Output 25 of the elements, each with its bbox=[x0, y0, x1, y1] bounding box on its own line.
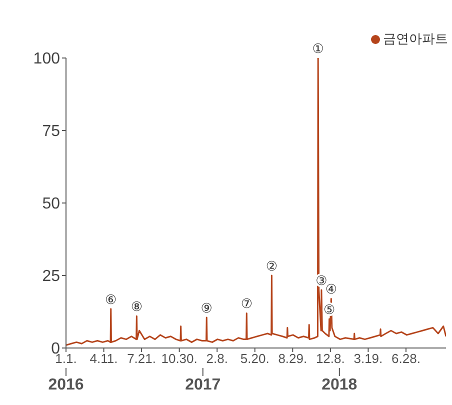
x-tick-label: 10.30. bbox=[161, 351, 198, 366]
annotation: ④ bbox=[325, 282, 338, 297]
x-tick-label: 5.20. bbox=[240, 351, 270, 366]
x-tick-label: 7.21. bbox=[127, 351, 156, 366]
annotation: ① bbox=[312, 41, 324, 56]
y-tick-label: 50 bbox=[42, 196, 60, 213]
x2-tick-label: 2018 bbox=[322, 376, 358, 394]
x2-tick-label: 2016 bbox=[48, 376, 84, 394]
x2-tick-label: 2017 bbox=[185, 376, 221, 394]
line-series bbox=[66, 58, 446, 346]
x-tick-label: 8.29. bbox=[278, 351, 308, 366]
x-tick-label: 12.8. bbox=[316, 351, 345, 366]
y-tick-label: 25 bbox=[42, 268, 60, 286]
annotation: ⑦ bbox=[240, 296, 252, 312]
x-tick-label: 6.28. bbox=[392, 351, 420, 366]
x-tick-label: 4.11. bbox=[90, 351, 118, 366]
x-tick-label: 3.19. bbox=[354, 351, 383, 366]
annotation: ⑥ bbox=[105, 292, 117, 307]
legend-label: 금연아파트 bbox=[383, 30, 448, 48]
x-tick-label: 2.8. bbox=[206, 351, 228, 366]
annotation: ⑧ bbox=[130, 299, 143, 314]
y-tick-label: 100 bbox=[33, 50, 60, 68]
annotation: ⑨ bbox=[200, 300, 212, 316]
annotation: ② bbox=[266, 258, 278, 274]
y-tick-label: 75 bbox=[42, 123, 60, 140]
